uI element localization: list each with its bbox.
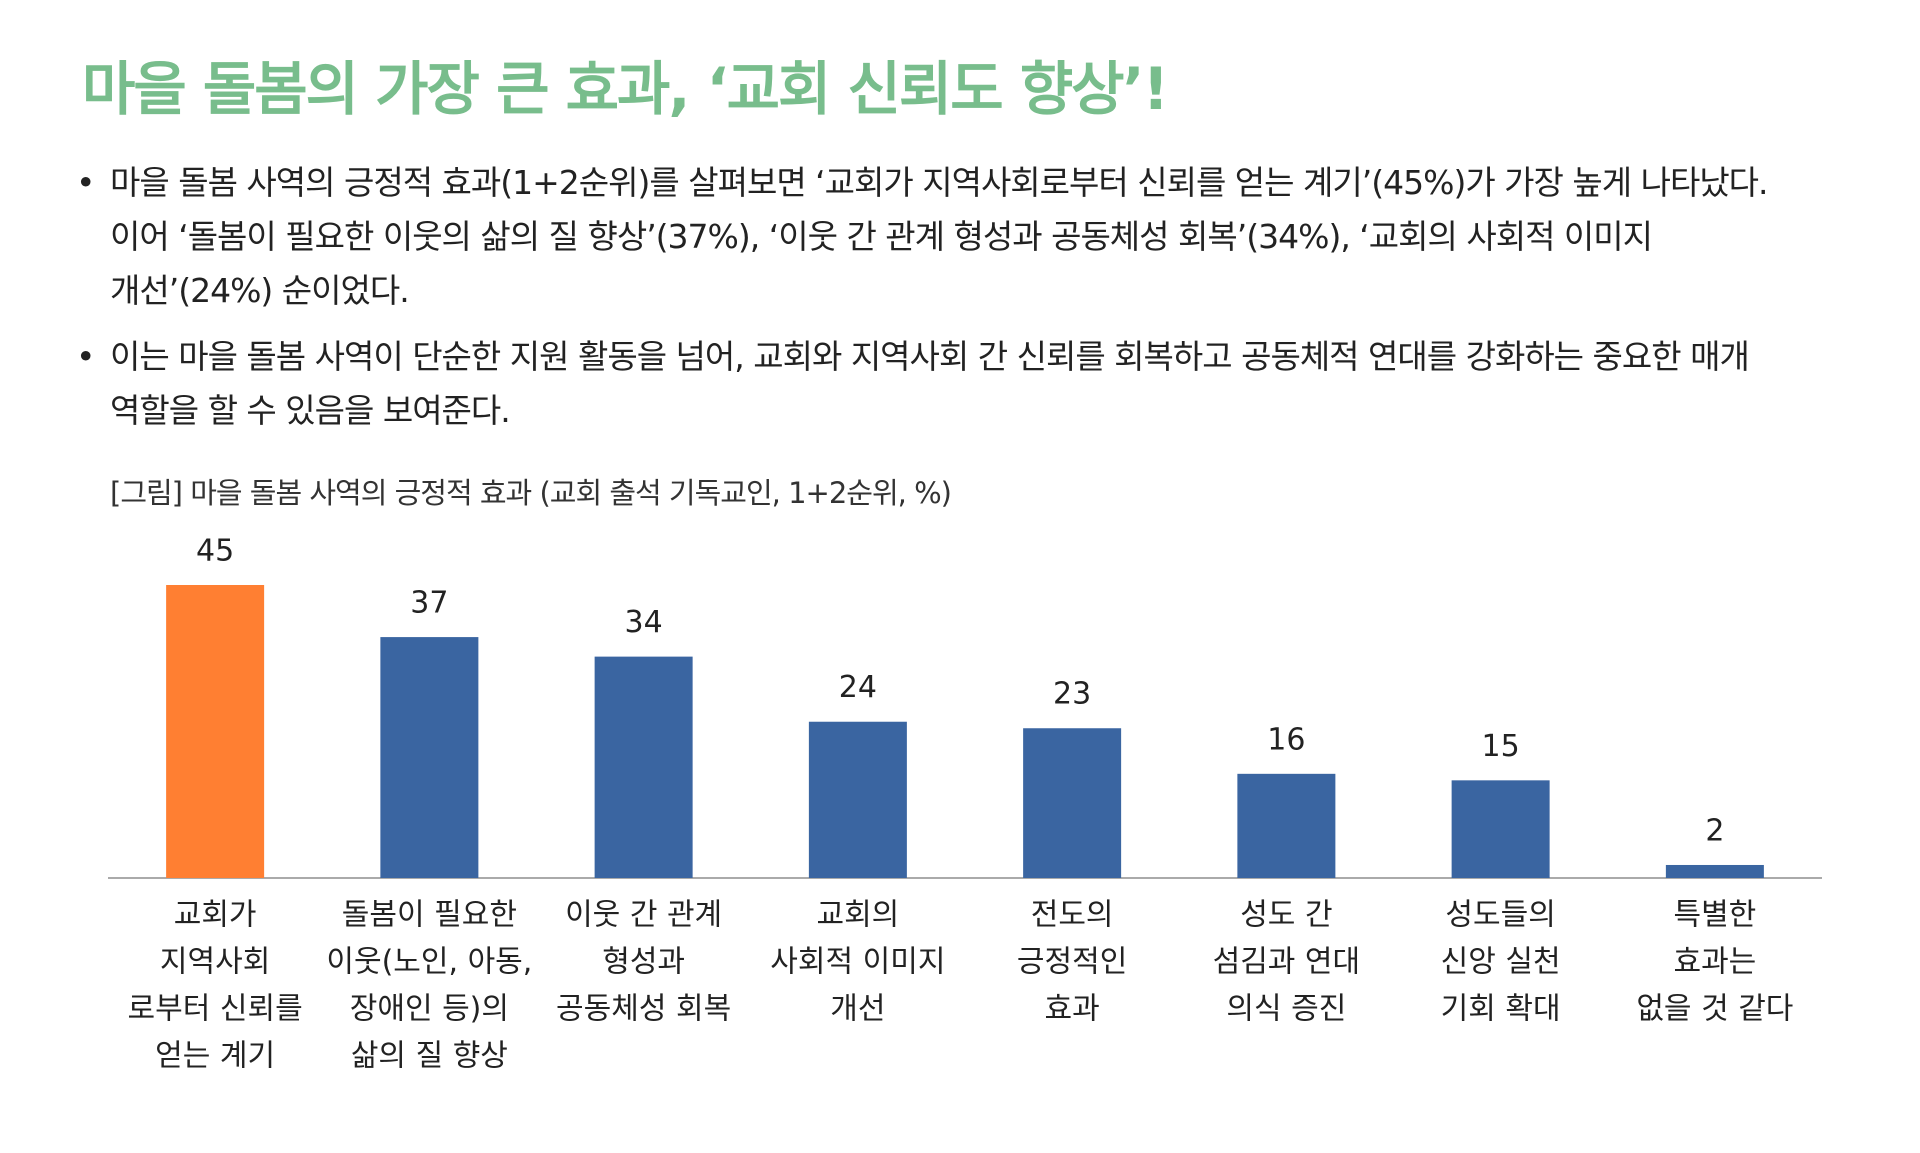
bullet: 이는 마을 돌봄 사역이 단순한 지원 활동을 넘어, 교회와 지역사회 간 신…	[76, 330, 1816, 438]
value-label: 2	[1705, 813, 1724, 848]
x-tick-label: 형성과	[602, 945, 685, 980]
x-tick-label: 긍정적인	[1017, 945, 1127, 980]
x-tick-label: 없을 것 같다	[1636, 992, 1793, 1027]
bar	[1451, 780, 1550, 878]
x-tick-label: 효과는	[1673, 945, 1756, 980]
bullet-list: 마을 돌봄 사역의 긍정적 효과(1+2순위)를 살펴보면 ‘교회가 지역사회로…	[76, 156, 1816, 450]
chart-title: [그림] 마을 돌봄 사역의 긍정적 효과 (교회 출석 기독교인, 1+2순위…	[110, 476, 952, 510]
value-label: 37	[410, 586, 448, 621]
value-label: 15	[1482, 729, 1520, 764]
bar	[1023, 728, 1122, 878]
x-tick-label: 효과	[1045, 992, 1100, 1027]
bar	[166, 585, 265, 878]
bar	[1665, 864, 1764, 878]
bar	[380, 637, 479, 878]
x-tick-label: 교회가	[174, 898, 257, 933]
bar	[1237, 773, 1336, 878]
x-tick-label: 이웃 간 관계	[565, 898, 722, 933]
x-tick-label: 삶의 질 향상	[351, 1039, 508, 1074]
value-label: 24	[839, 670, 877, 705]
value-label: 45	[196, 534, 234, 569]
x-tick-label: 전도의	[1031, 898, 1114, 933]
x-tick-label: 돌봄이 필요한	[342, 898, 517, 933]
x-tick-label: 특별한	[1673, 898, 1756, 933]
page-title: 마을 돌봄의 가장 큰 효과, ‘교회 신뢰도 향상’!	[82, 55, 1169, 123]
x-tick-label: 로부터 신뢰를	[128, 992, 303, 1027]
x-tick-label: 지역사회	[160, 945, 270, 980]
x-tick-label: 장애인 등)의	[350, 992, 509, 1027]
x-tick-label: 이웃(노인, 아동,	[326, 945, 532, 980]
bullet: 마을 돌봄 사역의 긍정적 효과(1+2순위)를 살펴보면 ‘교회가 지역사회로…	[76, 156, 1816, 318]
x-tick-label: 교회의	[816, 898, 899, 933]
x-tick-label: 성도들의	[1445, 898, 1555, 933]
x-tick-label: 섬김과 연대	[1213, 945, 1361, 980]
x-tick-label: 의식 증진	[1226, 992, 1346, 1027]
x-tick-label: 사회적 이미지	[770, 945, 945, 980]
x-tick-label: 얻는 계기	[155, 1039, 275, 1074]
bar	[594, 656, 693, 878]
x-tick-label: 공동체성 회복	[556, 992, 731, 1027]
value-label: 16	[1267, 722, 1305, 757]
x-tick-label: 신앙 실천	[1441, 945, 1561, 980]
x-tick-label: 기회 확대	[1441, 992, 1561, 1027]
bar	[808, 721, 907, 878]
value-label: 23	[1053, 677, 1091, 712]
x-tick-label: 개선	[830, 992, 885, 1027]
value-label: 34	[625, 605, 663, 640]
x-tick-label: 성도 간	[1240, 898, 1332, 933]
